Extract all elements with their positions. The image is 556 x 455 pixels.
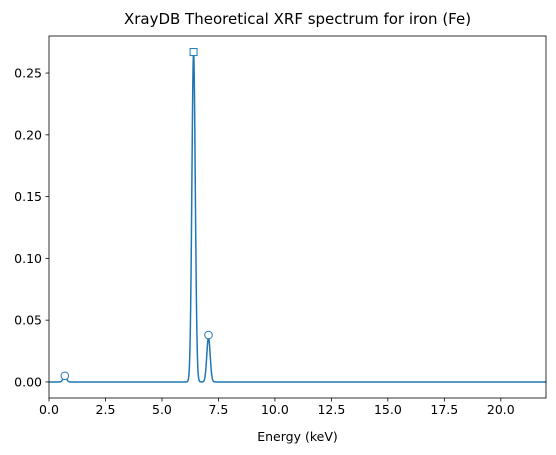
- x-tick-label: 7.5: [208, 402, 228, 417]
- x-axis-ticks: 0.0 2.5 5.0 7.5 10.0 12.5 15.0 17.5 20.0: [39, 398, 515, 417]
- peak-marker-circle: [204, 330, 213, 340]
- y-axis-ticks: 0.00 0.05 0.10 0.15 0.20 0.25: [14, 66, 49, 389]
- x-tick-label: 17.5: [430, 402, 458, 417]
- x-tick-label: 10.0: [261, 402, 289, 417]
- x-tick-label: 5.0: [152, 402, 172, 417]
- x-tick-label: 12.5: [317, 402, 345, 417]
- peak-marker-square: [189, 48, 198, 57]
- axes-frame: [48, 35, 547, 399]
- y-tick-label: 0.10: [14, 251, 42, 266]
- spectrum-line: [49, 51, 546, 383]
- y-tick-label: 0.20: [14, 127, 42, 142]
- y-tick-label: 0.05: [14, 313, 42, 328]
- y-tick-label: 0.00: [14, 374, 42, 389]
- x-tick-label: 2.5: [96, 402, 116, 417]
- y-tick-label: 0.15: [14, 189, 42, 204]
- plot-area: [49, 51, 546, 383]
- y-tick-label: 0.25: [14, 66, 42, 81]
- x-tick-label: 0.0: [39, 402, 59, 417]
- x-tick-label: 20.0: [487, 402, 515, 417]
- x-tick-label: 15.0: [374, 402, 402, 417]
- chart-title: XrayDB Theoretical XRF spectrum for iron…: [124, 10, 471, 28]
- x-axis-label: Energy (keV): [257, 429, 338, 444]
- peak-marker-circle: [60, 371, 70, 381]
